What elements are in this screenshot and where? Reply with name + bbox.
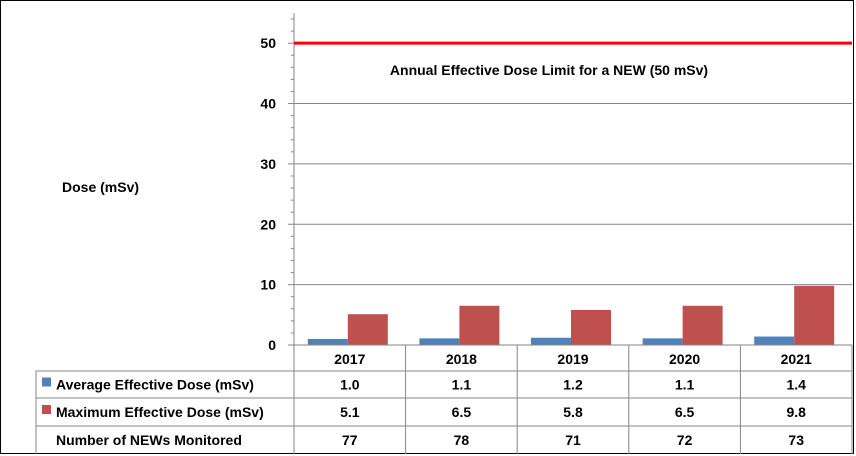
bar-maximum	[459, 305, 500, 345]
table-row-label: Average Effective Dose (mSv)	[56, 377, 254, 393]
data-table: 2017 2018 2019 2020 2021 Average Effective Do…	[35, 344, 853, 454]
legend-swatch	[42, 377, 51, 387]
table-cell-value: 9.8	[786, 404, 806, 420]
table-cell-value: 6.5	[675, 404, 695, 420]
y-axis-label: Dose (mSv)	[62, 179, 139, 195]
table-cell-value: 1.1	[675, 377, 695, 393]
legend-swatch	[42, 405, 51, 414]
bar-average	[531, 337, 571, 345]
table-cell-value: 1.2	[563, 377, 583, 393]
gridlines	[294, 42, 852, 286]
x-tick-label: 2021	[781, 351, 812, 367]
y-tick-label: 10	[260, 277, 276, 293]
x-tick-label: 2018	[446, 351, 477, 367]
y-tick-label: 50	[260, 35, 276, 51]
bar-maximum	[794, 285, 835, 345]
y-tick-label: 30	[260, 156, 276, 172]
y-tick-label: 20	[260, 216, 276, 232]
table-row-label: Number of NEWs Monitored	[56, 432, 242, 448]
bar-average	[642, 338, 683, 345]
bar-average	[754, 336, 795, 345]
table-cell-value: 5.1	[340, 404, 360, 420]
table-cell-value: 1.0	[340, 377, 360, 393]
bar-maximum	[682, 305, 723, 345]
x-tick-label: 2017	[334, 351, 365, 367]
table-cell-value: 72	[677, 432, 693, 448]
y-axis: 0 10 20 30 40 50	[260, 13, 295, 353]
table-row-label: Maximum Effective Dose (mSv)	[56, 404, 264, 420]
y-tick-label: 0	[268, 337, 276, 353]
bar-maximum	[347, 314, 388, 345]
table-cell-value: 73	[788, 432, 804, 448]
table-cell-value: 1.1	[452, 377, 472, 393]
table-cell-value: 77	[342, 432, 358, 448]
bar-average	[419, 338, 460, 345]
x-tick-label: 2020	[669, 351, 700, 367]
y-tick-label: 40	[260, 96, 276, 112]
x-tick-label: 2019	[557, 351, 588, 367]
bar-maximum	[571, 309, 611, 345]
bars	[307, 285, 835, 345]
table-cell-value: 1.4	[786, 377, 806, 393]
table-cell-value: 71	[565, 432, 581, 448]
table-cell-value: 78	[454, 432, 470, 448]
table-cell-value: 6.5	[452, 404, 472, 420]
bar-average	[307, 338, 348, 345]
reference-line-label: Annual Effective Dose Limit for a NEW (5…	[390, 62, 708, 78]
table-cell-value: 5.8	[563, 404, 583, 420]
